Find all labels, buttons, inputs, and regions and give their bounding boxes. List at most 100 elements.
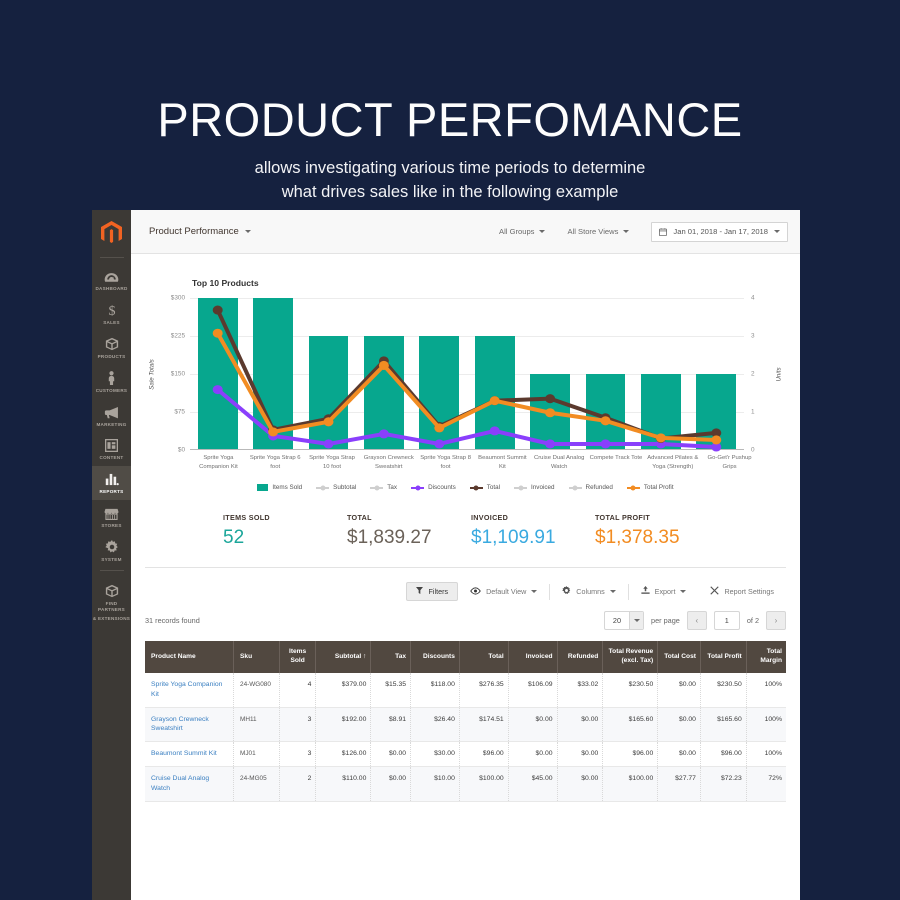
- chart-legend-item[interactable]: Total: [469, 484, 500, 491]
- table-row[interactable]: Beaumont Summit Kit MJ01 3 $126.00 $0.00 $30.…: [145, 741, 786, 768]
- table-column-header[interactable]: Total Cost: [657, 641, 701, 673]
- sidebar-item-label: REPORTS: [99, 489, 124, 495]
- chart-y-tick: $300: [170, 294, 185, 302]
- filters-button[interactable]: Filters: [406, 582, 459, 602]
- grid-toolbar: Filters Default View Columns: [131, 568, 800, 602]
- sidebar-item-customers[interactable]: CUSTOMERS: [92, 365, 131, 399]
- kpi-card: TOTAL $1,839.27: [347, 513, 471, 549]
- chart-gridline: [190, 374, 744, 375]
- table-column-header[interactable]: Total Profit: [700, 641, 747, 673]
- table-column-header[interactable]: Discounts: [410, 641, 460, 673]
- table-column-header[interactable]: Product Name: [145, 641, 235, 673]
- legend-line-icon: [370, 485, 384, 491]
- sidebar-item-label: CONTENT: [99, 455, 124, 461]
- table-cell: $230.50: [700, 672, 747, 708]
- chart-x-label: Advanced Pilates & Yoga (Strength): [647, 455, 699, 470]
- promo-title: PRODUCT PERFOMANCE: [157, 93, 743, 146]
- gear-icon: [562, 586, 571, 597]
- export-upload-icon: [641, 586, 650, 597]
- sidebar-item-reports[interactable]: REPORTS: [92, 466, 131, 501]
- chart-y-tick: $0: [177, 446, 185, 454]
- report-settings-button[interactable]: Report Settings: [698, 586, 786, 597]
- table-cell: $96.00: [602, 741, 659, 768]
- product-name-link[interactable]: Grayson Crewneck Sweatshirt: [151, 715, 209, 733]
- sidebar-item-dashboard[interactable]: DASHBOARD: [92, 263, 131, 297]
- table-cell: 24-MG05: [233, 766, 280, 802]
- table-column-header[interactable]: Invoiced: [508, 641, 558, 673]
- store-views-filter[interactable]: All Store Views: [567, 227, 630, 236]
- per-page-select[interactable]: 20: [603, 611, 645, 631]
- default-view-dropdown[interactable]: Default View: [458, 587, 549, 597]
- table-column-header[interactable]: Total: [459, 641, 509, 673]
- chart-legend-item[interactable]: Subtotal: [316, 484, 356, 491]
- product-name-link[interactable]: Cruise Dual Analog Watch: [151, 775, 210, 792]
- sidebar-item-system[interactable]: SYSTEM: [92, 534, 131, 568]
- chart-bar-cell: [301, 298, 356, 449]
- chart-point: [489, 396, 500, 406]
- dollar-sign-icon: $: [107, 302, 117, 317]
- pagination: 20 per page ‹ 1 of 2 ›: [603, 611, 786, 631]
- table-row[interactable]: Cruise Dual Analog Watch 24-MG05 2 $110.00 $…: [145, 766, 786, 802]
- table-column-header[interactable]: Total Revenue (excl. Tax): [602, 641, 659, 673]
- kpi-label: TOTAL: [347, 513, 372, 523]
- promo-subtitle-line2: what drives sales like in the following …: [281, 182, 619, 201]
- magento-logo-icon[interactable]: [97, 216, 127, 250]
- sidebar-item-products[interactable]: PRODUCTS: [92, 331, 131, 365]
- table-cell: 3: [279, 741, 317, 768]
- kpi-label: ITEMS SOLD: [223, 513, 270, 523]
- sidebar-item-content[interactable]: CONTENT: [92, 432, 131, 466]
- kpi-value: $1,109.91: [471, 527, 556, 549]
- sidebar-item-stores[interactable]: STORES: [92, 500, 131, 534]
- box-icon: [105, 583, 119, 598]
- table-cell: $0.00: [557, 741, 604, 768]
- chevron-down-icon: [539, 230, 546, 233]
- table-row[interactable]: Sprite Yoga Companion Kit 24-WG080 4 $379.0…: [145, 672, 786, 708]
- sidebar-item-sales[interactable]: $ SALES: [92, 297, 131, 331]
- table-column-header[interactable]: Tax: [370, 641, 412, 673]
- table-cell: $118.00: [410, 672, 460, 708]
- chart-point: [600, 416, 611, 426]
- promo-subtitle-line1: allows investigating various time period…: [254, 158, 646, 177]
- page-switcher[interactable]: Product Performance: [149, 226, 251, 237]
- chart-line: [218, 390, 717, 447]
- sidebar-item-find-partners[interactable]: FIND PARTNERS & EXTENSIONS: [92, 578, 131, 627]
- sku-value: 24-WG080: [240, 680, 271, 688]
- legend-label: Refunded: [585, 484, 613, 492]
- chart-plot-row: Sale Totals $300 $225 $150 $75 $0 4 3 2 1 0 Unit…: [145, 294, 786, 454]
- products-table-wrap: Product Name Sku Items Sold Subtotal ↑ Tax Di…: [131, 630, 800, 802]
- sidebar-item-marketing[interactable]: MARKETING: [92, 399, 131, 433]
- chart-gridline: [190, 336, 744, 337]
- chart-legend-item[interactable]: Invoiced: [514, 484, 555, 491]
- chart-legend-item[interactable]: Discounts: [411, 484, 456, 491]
- prev-page-button[interactable]: ‹: [686, 611, 707, 631]
- table-column-header[interactable]: Items Sold: [279, 641, 317, 673]
- admin-content: Product Performance All Groups All Store…: [131, 210, 800, 900]
- products-table: Product Name Sku Items Sold Subtotal ↑ Tax Di…: [145, 641, 786, 802]
- legend-line-icon: [469, 485, 483, 491]
- product-name-link[interactable]: Sprite Yoga Companion Kit: [151, 680, 223, 698]
- table-cell: Cruise Dual Analog Watch: [145, 766, 235, 802]
- chart-point: [545, 439, 556, 449]
- chart-legend-item[interactable]: Total Profit: [626, 484, 674, 491]
- chart-point: [545, 394, 556, 404]
- person-icon: [107, 370, 116, 385]
- chart-legend-item[interactable]: Refunded: [568, 484, 613, 492]
- next-page-button[interactable]: ›: [766, 611, 786, 631]
- export-dropdown[interactable]: Export: [629, 586, 699, 597]
- table-column-header[interactable]: Subtotal ↑: [315, 641, 372, 673]
- product-name-link[interactable]: Beaumont Summit Kit: [151, 750, 217, 758]
- chart-y-axis-ticks: $300 $225 $150 $75 $0: [159, 294, 190, 454]
- table-cell: $27.77: [657, 766, 701, 802]
- chart-legend-item[interactable]: Tax: [370, 484, 397, 491]
- groups-filter[interactable]: All Groups: [499, 227, 546, 236]
- page-number-input[interactable]: 1: [713, 611, 740, 631]
- table-column-header[interactable]: Sku: [233, 641, 280, 673]
- table-row[interactable]: Grayson Crewneck Sweatshirt MH11 3 $192.00 $…: [145, 707, 786, 743]
- columns-dropdown[interactable]: Columns: [550, 586, 627, 597]
- chart-point: [434, 439, 445, 449]
- date-range-picker[interactable]: Jan 01, 2018 - Jan 17, 2018: [651, 221, 788, 242]
- legend-swatch-icon: [257, 484, 269, 492]
- chart-legend-item[interactable]: Items Sold: [257, 484, 302, 492]
- table-column-header[interactable]: Total Margin: [746, 641, 786, 673]
- table-column-header[interactable]: Refunded: [557, 641, 604, 673]
